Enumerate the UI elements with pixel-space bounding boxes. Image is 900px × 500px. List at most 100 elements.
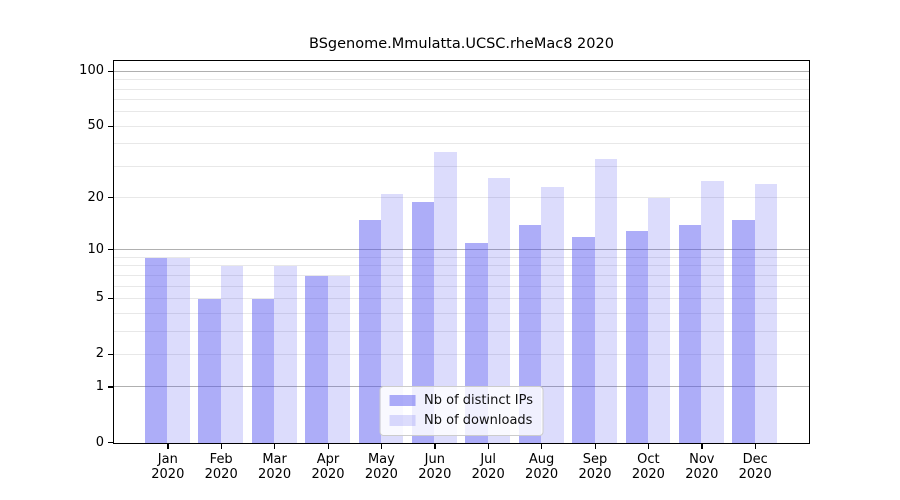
y-tick-label: 10 (87, 241, 104, 257)
x-tick-month: Mar (262, 451, 287, 467)
x-tick-year: 2020 (258, 467, 292, 483)
x-tick-label: Jan 2020 (137, 452, 199, 483)
bar-distinct-ips-jan (145, 257, 168, 443)
minor-gridline (114, 312, 809, 314)
bar-downloads-oct (648, 198, 671, 443)
minor-gridline (114, 197, 809, 199)
x-tick-month: Nov (689, 451, 715, 467)
y-tick-label: 50 (87, 118, 104, 134)
x-tick-mark (434, 444, 436, 449)
major-gridline (114, 249, 809, 251)
x-tick-year: 2020 (151, 467, 185, 483)
x-tick-mark (327, 444, 329, 449)
x-tick-mark (167, 444, 169, 449)
bar-downloads-jul (487, 177, 511, 443)
bar-downloads-may (381, 194, 404, 443)
legend-swatch-distinct-ips-icon (389, 395, 416, 406)
minor-gridline (114, 274, 809, 276)
x-tick-label: Nov 2020 (671, 452, 733, 483)
major-gridline (114, 70, 809, 72)
y-tick-label: 5 (95, 290, 104, 306)
bar-downloads-sep (594, 159, 617, 443)
minor-gridline (114, 111, 809, 113)
x-tick-month: Sep (582, 451, 608, 467)
legend-label-downloads: Nb of downloads (424, 413, 533, 428)
minor-gridline (114, 265, 809, 267)
x-tick-month: Jan (157, 451, 178, 467)
x-tick-label: Oct 2020 (617, 452, 679, 483)
x-tick-label: Jun 2020 (404, 452, 466, 483)
gridlines-layer (114, 61, 809, 443)
minor-gridline (114, 285, 809, 287)
x-tick-label: Mar 2020 (244, 452, 306, 483)
bar-distinct-ips-feb (198, 298, 221, 443)
legend-label-distinct-ips: Nb of distinct IPs (424, 393, 533, 408)
y-tick-label: 100 (79, 63, 104, 79)
x-tick-label: Aug 2020 (511, 452, 573, 483)
x-tick-mark (701, 444, 703, 449)
legend-item-downloads: Nb of downloads (389, 413, 533, 428)
x-tick-year: 2020 (631, 467, 665, 483)
y-tick-label: 0 (95, 434, 104, 450)
y-tick-label: 2 (95, 346, 104, 362)
y-tick-label: 20 (87, 189, 104, 205)
x-tick-year: 2020 (525, 467, 559, 483)
minor-gridline (114, 125, 809, 127)
legend-swatch-downloads-icon (389, 415, 416, 426)
bar-distinct-ips-oct (625, 230, 648, 443)
x-tick-year: 2020 (418, 467, 452, 483)
bars-layer (114, 61, 809, 443)
bar-downloads-apr (327, 275, 350, 443)
bar-downloads-nov (701, 180, 724, 443)
y-tick-mark (108, 297, 113, 300)
legend-item-distinct-ips: Nb of distinct IPs (389, 393, 533, 408)
x-tick-label: Sep 2020 (564, 452, 626, 483)
x-tick-mark (380, 444, 383, 449)
bar-distinct-ips-sep (572, 236, 595, 443)
x-tick-label: Dec 2020 (724, 452, 786, 483)
minor-gridline (114, 165, 809, 167)
y-tick-mark (108, 353, 113, 355)
bar-downloads-aug (541, 187, 564, 443)
bar-downloads-mar (274, 266, 297, 443)
x-tick-year: 2020 (578, 467, 612, 483)
x-tick-mark (754, 444, 756, 449)
x-tick-year: 2020 (685, 467, 719, 483)
x-tick-label: Feb 2020 (190, 452, 252, 483)
bar-distinct-ips-mar (251, 298, 275, 443)
x-tick-month: Dec (742, 451, 768, 467)
y-tick-mark (108, 125, 113, 127)
x-tick-label: Jul 2020 (457, 452, 519, 483)
x-tick-month: Jun (424, 451, 445, 467)
minor-gridline (114, 99, 809, 101)
x-tick-month: Aug (528, 451, 555, 467)
bar-downloads-dec (754, 183, 778, 443)
x-tick-month: May (367, 451, 395, 467)
x-tick-year: 2020 (471, 467, 505, 483)
x-tick-mark (594, 444, 596, 449)
x-tick-year: 2020 (364, 467, 398, 483)
y-tick-mark (108, 442, 113, 444)
x-tick-mark (274, 444, 276, 449)
bar-downloads-feb (220, 266, 244, 443)
x-tick-mark (647, 444, 650, 449)
y-tick-mark (108, 197, 113, 199)
legend: Nb of distinct IPs Nb of downloads (379, 386, 544, 436)
bar-downloads-jan (167, 257, 190, 443)
x-tick-label: May 2020 (350, 452, 412, 483)
bar-distinct-ips-nov (679, 225, 702, 443)
x-tick-mark (220, 444, 222, 449)
bar-distinct-ips-jun (412, 201, 435, 443)
minor-gridline (114, 143, 809, 145)
plot-area: Nb of distinct IPs Nb of downloads (113, 60, 810, 444)
x-tick-label: Apr 2020 (297, 452, 359, 483)
minor-gridline (114, 256, 809, 258)
y-tick-mark (108, 386, 113, 388)
x-tick-month: Apr (316, 451, 340, 467)
x-tick-year: 2020 (311, 467, 345, 483)
minor-gridline (114, 298, 809, 299)
x-tick-month: Feb (209, 451, 233, 467)
